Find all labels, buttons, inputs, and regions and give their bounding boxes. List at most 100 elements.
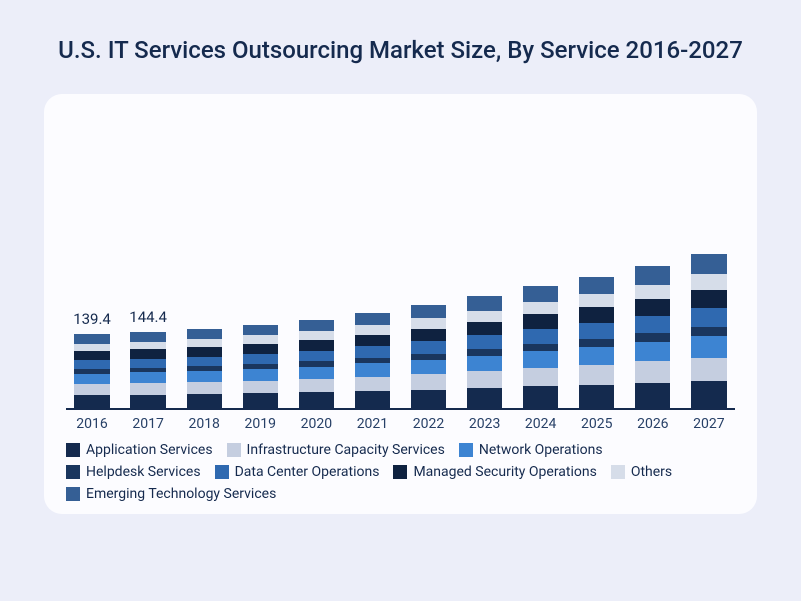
bar-segment: [523, 314, 558, 329]
bar-segment: [467, 335, 502, 349]
bar-segment: [635, 333, 670, 342]
bar-segment: [130, 383, 165, 395]
bar-segment: [411, 305, 446, 318]
bar-col: [575, 277, 619, 409]
bar-segment: [74, 344, 109, 351]
bar-segment: [635, 299, 670, 316]
bar-segment: [691, 290, 726, 308]
bar-segment: [299, 367, 334, 379]
legend-swatch-icon: [66, 465, 80, 479]
bar-segment: [691, 308, 726, 326]
bar-segment: [579, 347, 614, 365]
x-axis-label: 2025: [575, 416, 619, 432]
plot-area: 139.4 144.4: [66, 118, 735, 408]
bar-col: [687, 254, 731, 408]
bar-segment: [187, 347, 222, 357]
legend-swatch-icon: [66, 443, 80, 457]
bar-segment: [635, 383, 670, 409]
bar-segment: [579, 339, 614, 347]
bar-stack: [523, 286, 558, 408]
bar-segment: [130, 359, 165, 368]
bar-segment: [299, 340, 334, 351]
bar-segment: [523, 286, 558, 302]
legend-label: Network Operations: [479, 442, 603, 458]
x-axis-label: 2021: [350, 416, 394, 432]
bar-segment: [467, 349, 502, 356]
bar-segment: [523, 351, 558, 368]
bar-segment: [130, 395, 165, 409]
bar-segment: [243, 354, 278, 364]
x-axis-labels: 2016201720182019202020212022202320242025…: [66, 408, 735, 432]
x-axis-label: 2017: [126, 416, 170, 432]
x-axis-label: 2020: [294, 416, 338, 432]
bar-col: [631, 266, 675, 408]
bar-segment: [299, 351, 334, 362]
bar-segment: [355, 363, 390, 376]
bar-segment: [411, 374, 446, 390]
bar-segment: [467, 311, 502, 322]
legend-swatch-icon: [393, 465, 407, 479]
bar-segment: [355, 335, 390, 346]
bar-segment: [579, 385, 614, 409]
bar-stack: [243, 325, 278, 409]
bar-segment: [299, 392, 334, 408]
bar-segment: [691, 327, 726, 336]
bar-col: [519, 286, 563, 408]
bar-segment: [523, 386, 558, 408]
x-axis-label: 2027: [687, 416, 731, 432]
bar-segment: [467, 371, 502, 388]
bar-col: [294, 320, 338, 409]
bar-segment: [355, 391, 390, 408]
bar-segment: [130, 349, 165, 358]
x-axis-label: 2019: [238, 416, 282, 432]
bar-stack: [691, 254, 726, 408]
bar-segment: [467, 296, 502, 311]
bar-segment: [74, 351, 109, 360]
legend-item: Data Center Operations: [215, 464, 380, 480]
bar-segment: [130, 372, 165, 383]
bar-segment: [187, 357, 222, 367]
bar-segment: [635, 342, 670, 362]
legend-label: Helpdesk Services: [86, 464, 201, 480]
bar-segment: [635, 316, 670, 333]
legend-label: Application Services: [86, 442, 213, 458]
bar-segment: [187, 329, 222, 339]
legend-item: Others: [611, 464, 672, 480]
bar-segment: [635, 361, 670, 382]
bar-col: [182, 329, 226, 409]
bar-segment: [243, 325, 278, 336]
bar-total-label: 144.4: [129, 308, 167, 326]
legend-swatch-icon: [459, 443, 473, 457]
bar-segment: [579, 323, 614, 339]
legend-item: Emerging Technology Services: [66, 486, 276, 502]
bar-col: 139.4: [70, 310, 114, 408]
bar-segment: [523, 302, 558, 314]
bar-segment: [579, 294, 614, 307]
x-axis-label: 2026: [631, 416, 675, 432]
legend-item: Network Operations: [459, 442, 603, 458]
bar-segment: [187, 339, 222, 347]
bar-stack: [299, 320, 334, 409]
bar-segment: [691, 336, 726, 358]
bar-segment: [299, 379, 334, 392]
x-axis-label: 2022: [406, 416, 450, 432]
bar-segment: [299, 320, 334, 332]
x-axis-label: 2016: [70, 416, 114, 432]
bar-segment: [187, 382, 222, 394]
bar-col: [463, 296, 507, 409]
bar-segment: [243, 381, 278, 394]
bar-stack: [74, 334, 109, 408]
bar-segment: [187, 371, 222, 382]
legend-item: Application Services: [66, 442, 213, 458]
bar-segment: [74, 334, 109, 344]
bar-segment: [355, 377, 390, 391]
legend-item: Managed Security Operations: [393, 464, 596, 480]
bar-col: [406, 305, 450, 409]
legend-item: Infrastructure Capacity Services: [227, 442, 445, 458]
bar-stack: [635, 266, 670, 408]
legend-label: Infrastructure Capacity Services: [247, 442, 445, 458]
bar-stack: [579, 277, 614, 409]
bar-stack: [130, 332, 165, 409]
bar-segment: [523, 344, 558, 351]
bar-stack: [467, 296, 502, 409]
